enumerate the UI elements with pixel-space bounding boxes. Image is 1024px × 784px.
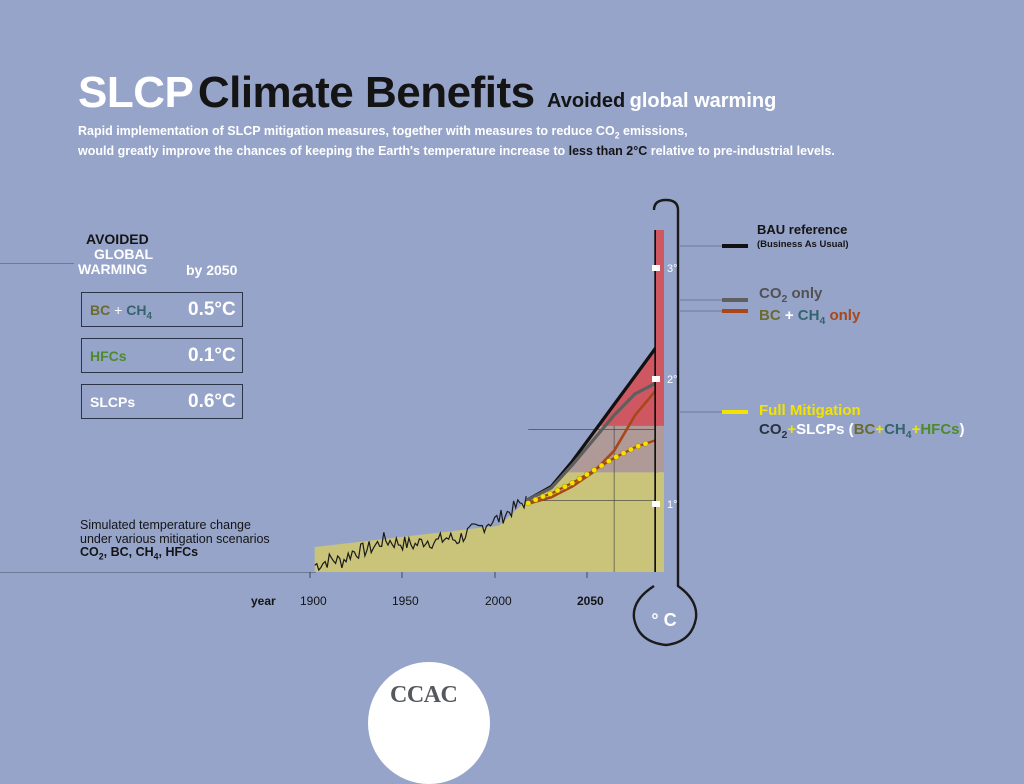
band-1 (563, 425, 656, 473)
celsius-label: ° C (651, 610, 676, 630)
full-mitigation-dot (547, 491, 554, 497)
x-tick-label: 2050 (577, 594, 604, 608)
full-mitigation-dot (554, 487, 561, 494)
legend-full-mitigation: Full Mitigation CO2+SLCPs (BC+CH4+HFCs) (759, 402, 965, 441)
thermometer: ° C (632, 198, 698, 647)
co2-only-line (525, 381, 657, 503)
full-mitigation-dot (532, 496, 539, 503)
title-climate-benefits: Climate Benefits (197, 68, 535, 117)
y-tick-label: 2° (667, 374, 678, 386)
legend-bau: BAU reference (Business As Usual) (757, 222, 849, 250)
observed-series (314, 495, 527, 572)
full-mitigation-dot (576, 475, 583, 482)
legend-leader-lines (680, 244, 748, 414)
divider-left (0, 263, 74, 264)
y-tick-label: 1° (667, 499, 678, 511)
scenario-series (525, 346, 658, 507)
full-mitigation-dot (606, 458, 612, 464)
full-mitigation-dot (613, 454, 620, 460)
divider-sim (0, 572, 316, 573)
temperature-chart: ° C year 1900 1950 2000 2050 1° 2° 3° (251, 198, 748, 647)
legend-bc-ch4-only: BC + CH4 only (759, 307, 861, 327)
avoided-value: 0.1°C (188, 345, 236, 366)
full-mitigation-dot (525, 500, 532, 507)
by-2050-label: by 2050 (186, 262, 238, 278)
y-axis-ticks: 1° 2° 3° (652, 263, 678, 511)
x-tick-label: 1950 (392, 594, 419, 608)
y-tick-mark (652, 265, 660, 271)
band-0 (314, 472, 656, 572)
y-tick-label: 3° (667, 263, 678, 275)
full-mitigation-dot (628, 446, 634, 453)
avoided-value: 0.6°C (188, 391, 236, 412)
thermometer-outline (632, 198, 698, 647)
title-slcp: SLCP (78, 68, 194, 117)
thermo-strip-low (656, 472, 664, 572)
avoided-value: 0.5°C (188, 299, 236, 320)
full-mitigation-dot (562, 483, 568, 490)
page-title: SLCP Climate Benefits Avoided global war… (78, 68, 776, 118)
full-mitigation-dot (642, 440, 649, 447)
ccac-logo-badge (368, 662, 490, 784)
intro-text: Rapid implementation of SLCP mitigation … (78, 124, 835, 158)
y-tick-mark (652, 376, 660, 382)
x-axis-ticks: year 1900 1950 2000 2050 (251, 572, 604, 608)
legend-co2-only: CO2 only (759, 285, 823, 305)
simulation-note: Simulated temperature change under vario… (80, 518, 270, 562)
avoided-heading: AVOIDED GLOBAL WARMING (78, 231, 154, 277)
avoided-row-hfcs: HFCs 0.1°C (81, 338, 243, 373)
full-mitigation-dot (598, 462, 605, 469)
full-mitigation-dot (620, 450, 627, 456)
avoided-row-slcps: SLCPs 0.6°C (81, 384, 243, 419)
avoided-row-bc-ch4: BC + CH4 0.5°C (81, 292, 243, 327)
observed-line (314, 495, 527, 572)
thermo-strip-high (656, 230, 664, 426)
x-tick-label: 1900 (300, 594, 327, 608)
full-mitigation-dot (635, 443, 642, 449)
subtitle-global-warming: global warming (629, 90, 777, 112)
full-mitigation-dot (569, 480, 576, 486)
full-mitigation-dot (584, 471, 590, 478)
full-mitigation-dot (591, 467, 598, 473)
y-tick-mark (652, 501, 660, 507)
thermo-strip-mid (656, 425, 664, 473)
x-axis-label: year (251, 594, 276, 608)
x-tick-label: 2000 (485, 594, 512, 608)
full-mitigation-dot (540, 493, 546, 500)
ccac-logo: CCAC (390, 682, 458, 708)
subtitle-avoided: Avoided (547, 90, 626, 112)
